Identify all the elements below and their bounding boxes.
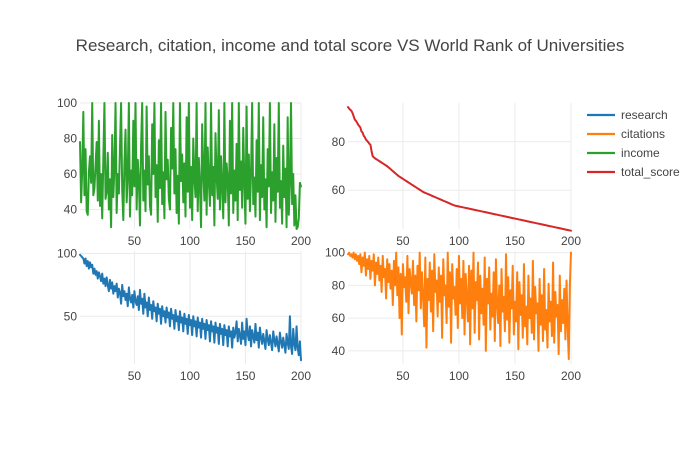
series-line-research[interactable] xyxy=(79,253,302,362)
x-tick-label: 200 xyxy=(561,234,581,248)
y-tick-label: 80 xyxy=(332,135,346,149)
y-tick-label: 100 xyxy=(57,96,77,110)
y-tick-label: 40 xyxy=(64,202,78,216)
x-tick-label: 100 xyxy=(449,234,469,248)
legend-label-citations: citations xyxy=(621,127,665,141)
y-tick-label: 100 xyxy=(57,247,77,261)
legend-label-research: research xyxy=(621,108,668,122)
series-line-total_score[interactable] xyxy=(347,106,572,232)
chart-title: Research, citation, income and total sco… xyxy=(76,36,625,55)
x-tick-label: 50 xyxy=(396,369,410,383)
x-tick-label: 50 xyxy=(396,234,410,248)
x-tick-label: 150 xyxy=(235,369,255,383)
legend-item-research[interactable]: research xyxy=(587,108,668,122)
y-tick-label: 60 xyxy=(64,167,78,181)
x-tick-label: 200 xyxy=(561,369,581,383)
subplot-total_score: 60 80 50 100 150 200 xyxy=(332,103,581,248)
series-line-citations[interactable] xyxy=(347,251,572,361)
legend-item-income[interactable]: income xyxy=(587,146,660,160)
y-tick-label: 80 xyxy=(64,131,78,145)
x-tick-label: 150 xyxy=(505,369,525,383)
x-tick-label: 100 xyxy=(180,234,200,248)
subplot-income: 40 60 80 100 50 100 150 200 xyxy=(57,96,311,248)
subplot-research: 50 100 50 100 150 200 xyxy=(57,247,311,383)
x-tick-label: 200 xyxy=(291,369,311,383)
x-tick-label: 100 xyxy=(449,369,469,383)
legend-label-total-score: total_score xyxy=(621,165,680,179)
y-tick-label: 60 xyxy=(332,311,346,325)
y-tick-label: 60 xyxy=(332,183,346,197)
x-tick-label: 150 xyxy=(235,234,255,248)
legend-label-income: income xyxy=(621,146,660,160)
legend-item-citations[interactable]: citations xyxy=(587,127,665,141)
x-tick-label: 150 xyxy=(505,234,525,248)
x-tick-label: 50 xyxy=(128,234,142,248)
subplots-container: 40 60 80 100 50 100 150 200 60 80 50 100 150 200 50 100… xyxy=(57,96,581,383)
legend-item-total-score[interactable]: total_score xyxy=(587,165,680,179)
y-tick-label: 40 xyxy=(332,344,346,358)
x-tick-label: 200 xyxy=(291,234,311,248)
y-tick-label: 80 xyxy=(332,278,346,292)
x-tick-label: 50 xyxy=(128,369,142,383)
legend[interactable]: research citations income total_score xyxy=(587,108,680,179)
y-tick-label: 50 xyxy=(64,309,78,323)
x-tick-label: 100 xyxy=(180,369,200,383)
series-line-income[interactable] xyxy=(79,102,302,230)
y-tick-label: 100 xyxy=(325,246,345,260)
subplot-citations: 40 60 80 100 50 100 150 200 xyxy=(325,246,581,383)
